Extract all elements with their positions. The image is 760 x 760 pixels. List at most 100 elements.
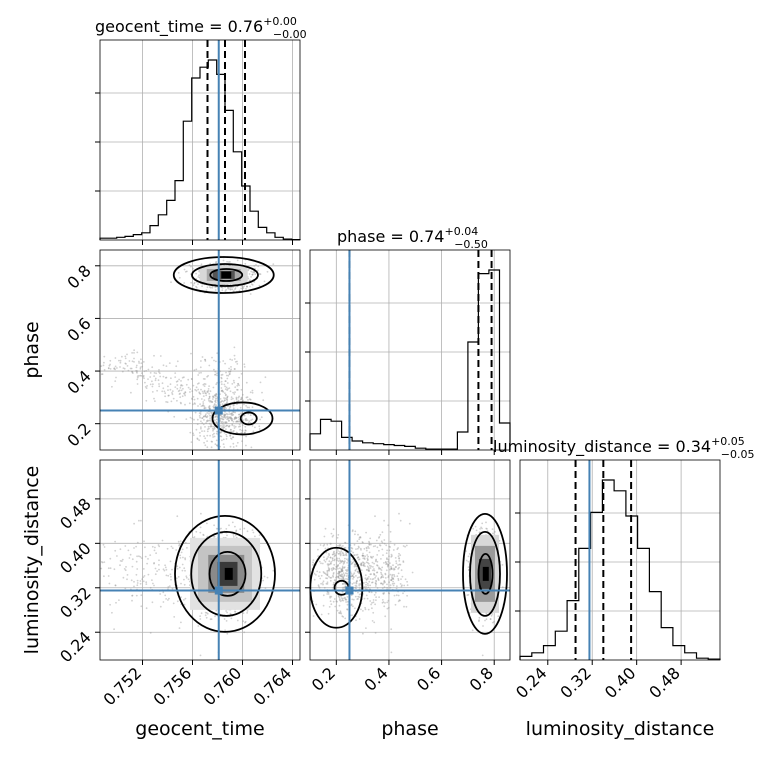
sample-point [364,608,367,611]
sample-point [375,580,378,583]
sample-point [219,431,222,434]
sample-point [354,569,357,571]
sample-point [214,615,216,618]
sample-point [154,377,157,380]
sample-point [189,431,192,434]
sample-point [206,419,209,422]
sample-point [198,270,201,273]
sample-point [93,364,95,366]
sample-point [101,373,104,375]
sample-point [177,540,180,543]
sample-point [244,425,247,428]
sample-point [341,570,343,572]
sample-point [147,368,150,371]
sample-point [243,285,245,288]
sample-point [342,588,344,590]
sample-point [241,429,244,432]
sample-point [368,568,370,570]
sample-point [333,579,336,582]
sample-point [233,427,236,429]
sample-point [338,604,341,607]
sample-point [209,417,212,419]
sample-point [401,584,403,587]
sample-point [187,378,190,381]
sample-point [331,569,333,572]
sample-point [192,384,195,387]
sample-point [304,571,306,573]
sample-point [375,583,377,586]
sample-point [365,578,368,581]
sample-point [161,390,164,393]
sample-point [226,632,229,635]
sample-point [100,365,103,367]
sample-point [198,415,201,417]
sample-point [373,562,375,565]
sample-point [260,416,263,419]
sample-point [215,430,218,433]
sample-point [190,352,192,355]
sample-point [236,420,239,423]
sample-point [161,382,164,385]
sample-point [203,419,205,421]
sample-point [93,566,95,568]
ytick-label-luminosity_distance: 0.40 [56,539,95,578]
sample-point [319,577,322,580]
sample-point [225,610,228,612]
sample-point [338,571,341,574]
sample-point [172,397,175,400]
sample-point [368,591,371,593]
sample-point [219,435,222,437]
sample-point [195,286,198,289]
sample-point [340,568,343,571]
sample-point [245,381,248,384]
sample-point [229,416,232,419]
sample-point [362,610,364,612]
sample-point [195,368,198,371]
sample-point [203,389,206,392]
panel-frame [519,459,721,661]
sample-point [184,541,187,544]
sample-point [214,443,217,446]
xtick-label-luminosity_distance: 0.24 [512,663,551,702]
sample-point [359,583,362,585]
sample-point [389,540,392,543]
sample-point [234,417,236,420]
sample-point [330,576,333,579]
sample-point [393,575,396,578]
sample-point [119,359,122,362]
sample-point [230,437,232,440]
sample-point [114,584,117,587]
sample-point [338,612,341,615]
sample-point [231,419,234,422]
sample-point [362,557,365,560]
sample-point [235,398,238,401]
sample-point [180,384,183,386]
sample-point [213,426,216,429]
sample-point [214,370,217,373]
sample-point [366,565,369,568]
sample-point [372,578,375,580]
sample-point [390,565,392,568]
sample-point [325,558,328,561]
sample-point [366,557,369,560]
sample-point [252,430,255,433]
sample-point [220,414,223,417]
sample-point [222,418,225,421]
sample-point [236,389,239,391]
sample-point [144,381,146,384]
sample-point [374,585,377,587]
sample-point [330,595,333,598]
sample-point [115,376,117,379]
sample-point [387,564,389,566]
sample-point [145,581,148,584]
sample-point [362,555,364,557]
sample-point [241,393,244,396]
sample-point [234,361,237,363]
sample-point [195,272,198,275]
sample-point [171,393,174,396]
sample-point [327,556,330,558]
sample-point [370,603,372,606]
sample-point [389,562,391,564]
sample-point [210,412,213,415]
sample-point [343,554,345,557]
